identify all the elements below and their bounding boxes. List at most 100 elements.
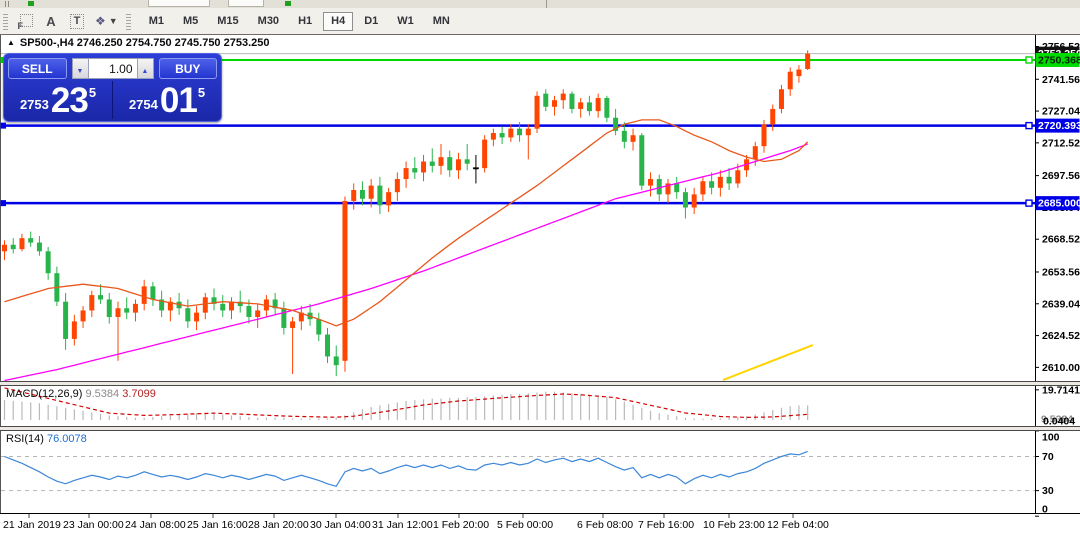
arrows-tool-button[interactable]: ❖ ▼ <box>91 11 122 32</box>
line-handle[interactable] <box>1025 199 1033 207</box>
timeframe-button-m1[interactable]: M1 <box>141 12 172 31</box>
candle <box>551 100 557 107</box>
price-tick-label: 2653.560 <box>1042 266 1080 278</box>
toolbar-remnant <box>285 1 291 6</box>
sell-button[interactable]: SELL <box>8 58 67 79</box>
panel-splitter[interactable] <box>0 426 1080 431</box>
bid-price-prefix: 2753 <box>19 97 49 112</box>
timeframe-button-w1[interactable]: W1 <box>389 12 422 31</box>
date-label: 5 Feb 00:00 <box>497 519 553 531</box>
chart-symbol-period: SP500-,H4 <box>19 37 74 49</box>
date-label: 23 Jan 00:00 <box>63 519 124 531</box>
label-tool-button[interactable]: T <box>65 11 89 32</box>
volume-decrease-button[interactable]: ▼ <box>71 58 89 79</box>
timeframe-button-m30[interactable]: M30 <box>250 12 287 31</box>
macd-signal-value: 3.7099 <box>122 388 156 400</box>
price-badge <box>1035 196 1080 211</box>
candle <box>167 301 173 311</box>
candle <box>770 108 776 125</box>
candle <box>691 194 697 208</box>
candle <box>2 244 7 252</box>
toolbar-separator[interactable] <box>125 12 131 30</box>
date-label: 30 Jan 04:00 <box>310 519 371 531</box>
line-handle[interactable] <box>1025 56 1033 64</box>
candle <box>508 128 514 138</box>
candle <box>272 299 278 309</box>
candle <box>220 303 226 311</box>
chart-ohlc-values: 2746.250 2754.750 2745.750 2753.250 <box>76 37 270 49</box>
panel-splitter[interactable] <box>0 381 1080 386</box>
chart-title: ▲ SP500-,H4 2746.250 2754.750 2745.750 27… <box>7 37 270 49</box>
timeframe-button-m15[interactable]: M15 <box>209 12 246 31</box>
candle <box>525 128 531 136</box>
bid-price[interactable]: 2753 23 5 <box>4 81 112 119</box>
price-badge-label: 2750.368 <box>1038 54 1080 66</box>
line-handle[interactable] <box>0 200 7 207</box>
candle <box>735 170 741 184</box>
candle <box>342 200 348 361</box>
candle <box>19 238 25 250</box>
date-label: 21 Jan 2019 <box>3 519 61 531</box>
candle <box>202 297 208 313</box>
macd-axis-max: 19.7141 <box>1042 384 1080 396</box>
macd-signal-line <box>4 387 808 419</box>
candle <box>429 161 435 166</box>
candle <box>89 295 95 311</box>
timeframe-button-h1[interactable]: H1 <box>290 12 320 31</box>
date-label: 10 Feb 23:00 <box>703 519 765 531</box>
buy-button[interactable]: BUY <box>158 58 217 79</box>
price-tick-label: 2639.040 <box>1042 298 1080 310</box>
candle <box>359 189 365 199</box>
date-label: 6 Feb 08:00 <box>577 519 633 531</box>
candle <box>377 185 383 206</box>
candle <box>604 98 610 118</box>
date-label: 25 Jan 16:00 <box>187 519 248 531</box>
candle <box>421 161 427 173</box>
rsi-axis-label: 70 <box>1042 451 1054 463</box>
candle <box>368 185 374 199</box>
candle <box>805 53 811 69</box>
candle <box>560 93 566 101</box>
ask-price[interactable]: 2754 01 5 <box>113 81 221 119</box>
timeframe-button-m5[interactable]: M5 <box>175 12 206 31</box>
candle <box>386 192 392 206</box>
price-divider <box>112 81 113 119</box>
timeframe-button-d1[interactable]: D1 <box>356 12 386 31</box>
candle <box>447 157 453 171</box>
candle <box>569 93 575 109</box>
candle <box>726 176 732 184</box>
rsi-line <box>4 450 808 488</box>
rsi-name: RSI(14) <box>6 433 44 445</box>
one-click-trading-panel: SELL ▼ ▲ BUY 2753 23 5 2754 01 5 <box>3 53 222 122</box>
candle <box>316 319 322 335</box>
volume-increase-button[interactable]: ▲ <box>136 58 154 79</box>
candle <box>778 89 784 109</box>
candle <box>80 310 86 322</box>
trendline[interactable] <box>722 344 814 382</box>
candle <box>28 238 34 243</box>
candle <box>578 102 584 109</box>
date-label: 12 Feb 04:00 <box>767 519 829 531</box>
timeframe-button-mn[interactable]: MN <box>425 12 458 31</box>
toolbar-grip[interactable] <box>5 1 11 7</box>
price-tick-label: 2624.520 <box>1042 330 1080 342</box>
candle <box>194 312 200 322</box>
candle <box>141 286 147 304</box>
timeframe-toolbar: M1 M5 M15 M30 H1 H4 D1 W1 MN <box>141 11 461 31</box>
toolbar-grip[interactable] <box>3 12 8 30</box>
volume-input[interactable] <box>88 58 137 79</box>
fibonacci-tool-button[interactable]: F <box>13 11 37 32</box>
price-tick-label: 2668.520 <box>1042 234 1080 246</box>
bid-price-big: 23 <box>50 81 89 120</box>
line-handle[interactable] <box>1025 121 1033 130</box>
label-tool-icon: T <box>69 13 85 29</box>
candle <box>682 192 688 208</box>
line-handle[interactable] <box>0 122 7 129</box>
candle <box>333 356 339 366</box>
price-badge <box>1035 52 1080 67</box>
price-tick-label: 2610.000 <box>1042 362 1080 374</box>
price-tick-label: 2697.560 <box>1042 170 1080 182</box>
timeframe-button-h4[interactable]: H4 <box>323 11 354 31</box>
text-tool-button[interactable]: A <box>39 11 63 32</box>
candle <box>630 135 636 142</box>
